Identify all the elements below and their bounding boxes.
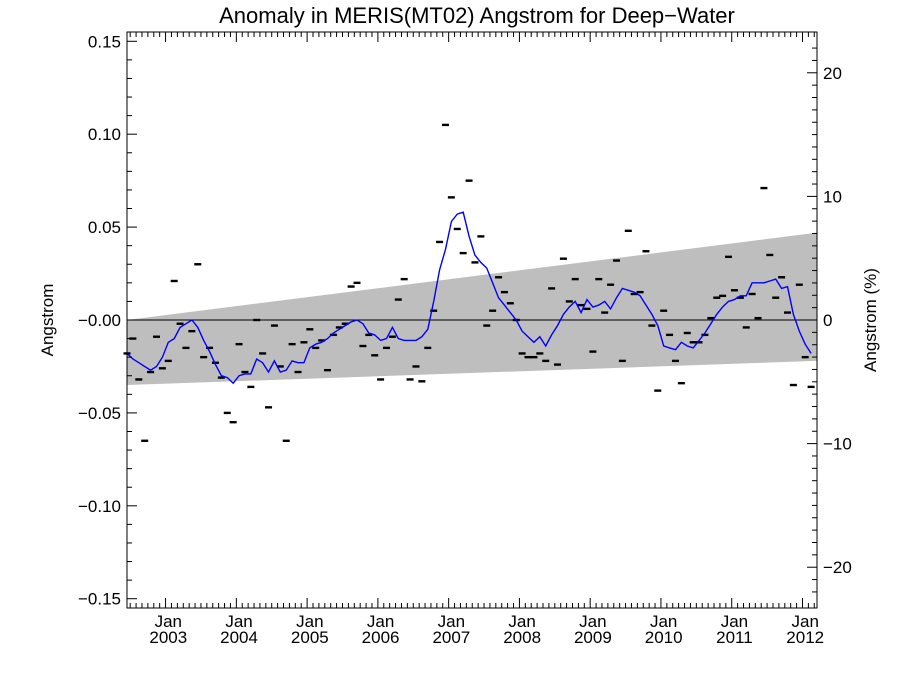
y-tick-label: 0.05 <box>88 218 121 237</box>
x-tick-year-label: 2007 <box>432 628 470 647</box>
x-tick-year-label: 2005 <box>291 628 329 647</box>
x-tick-year-label: 2010 <box>645 628 683 647</box>
y-tick-label: −0.00 <box>78 311 121 330</box>
x-tick-month-label: Jan <box>296 612 323 631</box>
y-tick-label: −0.10 <box>78 497 121 516</box>
x-tick-month-label: Jan <box>579 612 606 631</box>
y-right-tick-label: 10 <box>823 187 842 206</box>
x-tick-month-label: Jan <box>225 612 252 631</box>
x-tick-year-label: 2006 <box>362 628 400 647</box>
x-tick-month-label: Jan <box>155 612 182 631</box>
plot-area: 0.150.100.05−0.00−0.05−0.10−0.1520100−10… <box>78 31 852 647</box>
y-right-tick-label: 0 <box>823 311 832 330</box>
y-tick-label: −0.15 <box>78 590 121 609</box>
x-tick-year-label: 2009 <box>574 628 612 647</box>
x-tick-year-label: 2012 <box>786 628 824 647</box>
x-tick-month-label: Jan <box>650 612 677 631</box>
x-tick-month-label: Jan <box>367 612 394 631</box>
y-right-tick-label: 20 <box>823 64 842 83</box>
x-tick-year-label: 2003 <box>149 628 187 647</box>
y-tick-label: 0.10 <box>88 125 121 144</box>
y-right-tick-label: −20 <box>823 558 852 577</box>
x-tick-year-label: 2011 <box>716 628 753 647</box>
x-tick-year-label: 2004 <box>220 628 258 647</box>
y-axis-ticks: 0.15 0.10 0.05 −0.00 −0.05 −0.10 −0.15 <box>78 32 137 609</box>
y-tick-label: 0.15 <box>88 32 121 51</box>
trend-band <box>127 232 817 386</box>
x-tick-year-label: 2008 <box>503 628 541 647</box>
x-tick-month-label: Jan <box>791 612 818 631</box>
y-tick-label: −0.05 <box>78 404 121 423</box>
y-right-tick-label: −10 <box>823 435 852 454</box>
y-axis-right-label: Angstrom (%) <box>861 268 880 372</box>
x-tick-month-label: Jan <box>721 612 748 631</box>
y-axis-right-ticks: 20 10 0 −10 −20 <box>807 47 852 593</box>
x-tick-month-label: Jan <box>508 612 535 631</box>
chart-title: Anomaly in MERIS(MT02) Angstrom for Deep… <box>219 3 735 28</box>
x-axis-ticks: Jan2003Jan2004Jan2005Jan2006Jan2007Jan20… <box>129 32 824 647</box>
y-axis-label: Angstrom <box>38 284 57 357</box>
smoothed-line <box>126 211 812 385</box>
x-tick-month-label: Jan <box>438 612 465 631</box>
